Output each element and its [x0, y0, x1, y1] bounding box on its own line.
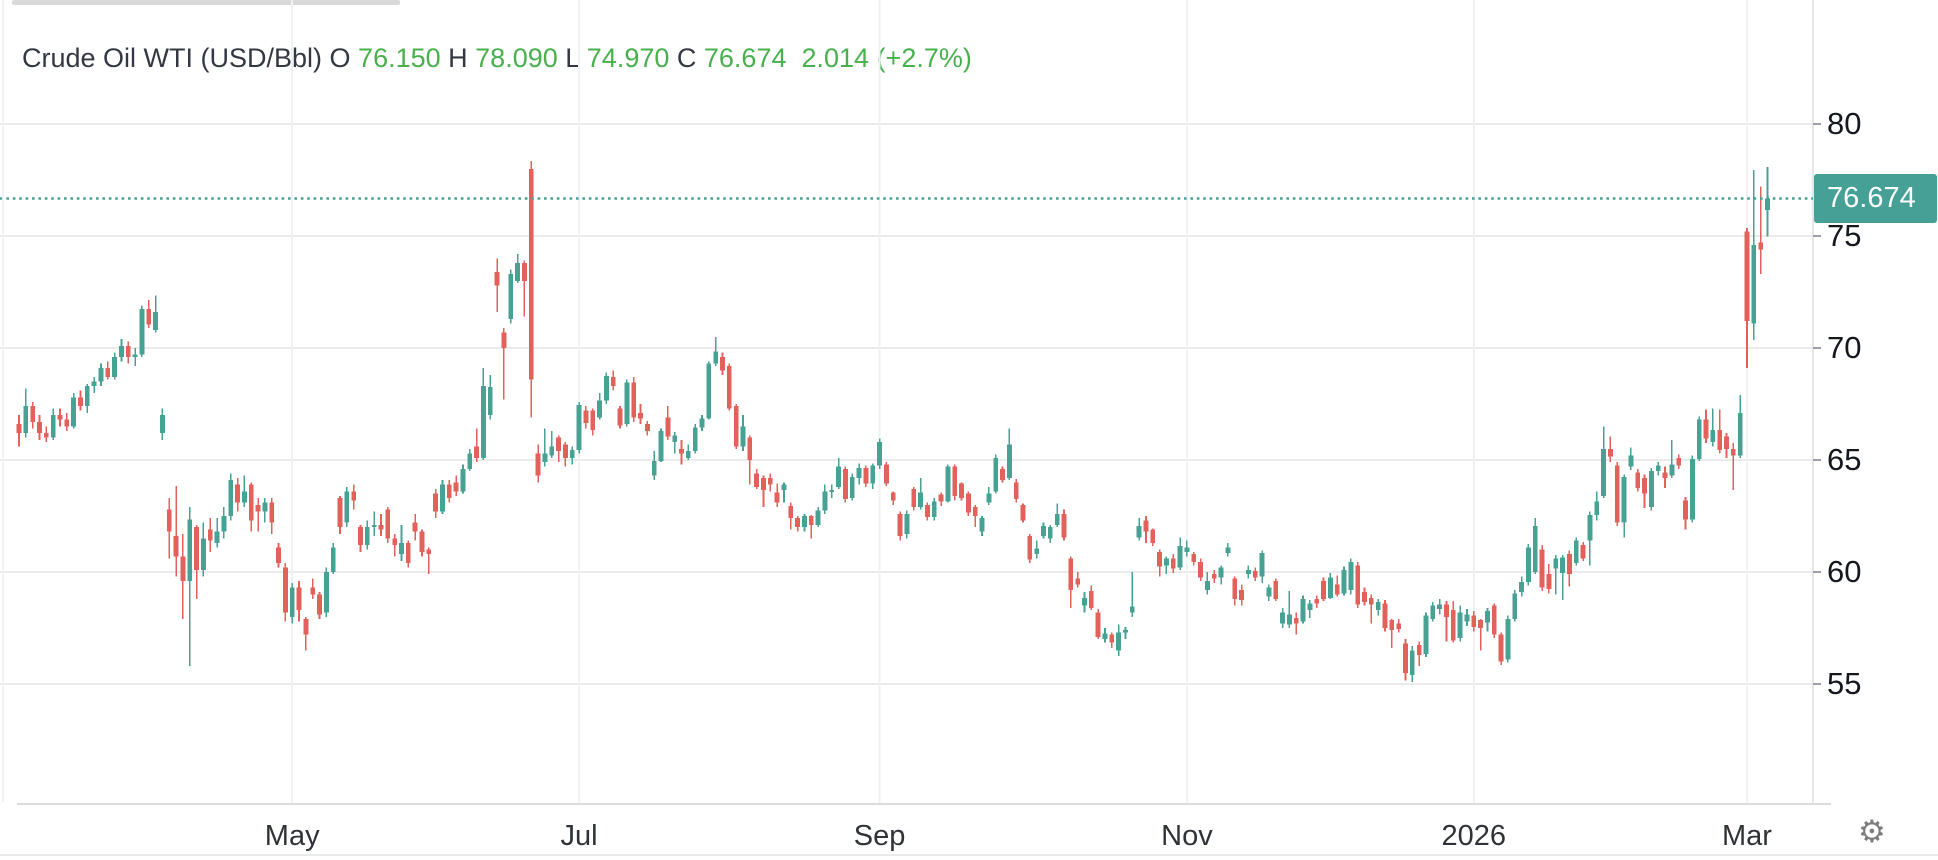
- x-axis-label: Sep: [853, 820, 906, 852]
- settings-gear-icon[interactable]: ⚙: [1858, 814, 1886, 849]
- y-axis-tick: [1813, 347, 1821, 349]
- ohlc-header-segment: C: [669, 43, 704, 73]
- x-axis-label: Jul: [560, 820, 598, 852]
- ohlc-header-segment: 74.970: [586, 43, 670, 73]
- ohlc-header-segment: L: [557, 43, 587, 73]
- x-axis-label: Nov: [1161, 820, 1213, 852]
- ohlc-header-segment: 76.674: [703, 43, 787, 73]
- candlestick-layer: [16, 160, 1770, 682]
- y-axis-tick: [1813, 235, 1821, 237]
- y-axis-label: 55: [1827, 666, 1862, 701]
- ohlc-header-segment: 2.014 (+2.7%): [786, 43, 972, 73]
- y-axis-tick: [1813, 571, 1821, 573]
- y-axis-tick: [1813, 683, 1821, 685]
- y-axis-tick: [1813, 459, 1821, 461]
- y-axis-label: 75: [1827, 218, 1862, 253]
- x-axis-label: Mar: [1722, 820, 1772, 852]
- ohlc-header-segment: 76.150: [358, 43, 441, 73]
- y-axis-label: 80: [1827, 106, 1862, 141]
- left-border: [2, 0, 4, 802]
- last-price-tag: 76.674: [1814, 174, 1937, 223]
- y-axis-label: 65: [1827, 442, 1862, 477]
- x-axis-label: May: [264, 820, 320, 852]
- y-axis-label: 70: [1827, 330, 1862, 365]
- bottom-separator: [0, 854, 1938, 856]
- ohlc-header-segment: Crude Oil WTI (USD/Bbl) O: [22, 43, 359, 73]
- x-axis-label: 2026: [1441, 820, 1507, 852]
- ohlc-header: Crude Oil WTI (USD/Bbl) O 76.150 H 78.09…: [22, 42, 972, 74]
- ohlc-header-segment: H: [440, 43, 476, 73]
- top-scrollbar[interactable]: [12, 0, 400, 5]
- y-axis-tick: [1813, 123, 1821, 125]
- ohlc-header-segment: 78.090: [475, 43, 558, 73]
- y-axis-label: 60: [1827, 554, 1862, 589]
- gridline-layer: [0, 0, 1831, 805]
